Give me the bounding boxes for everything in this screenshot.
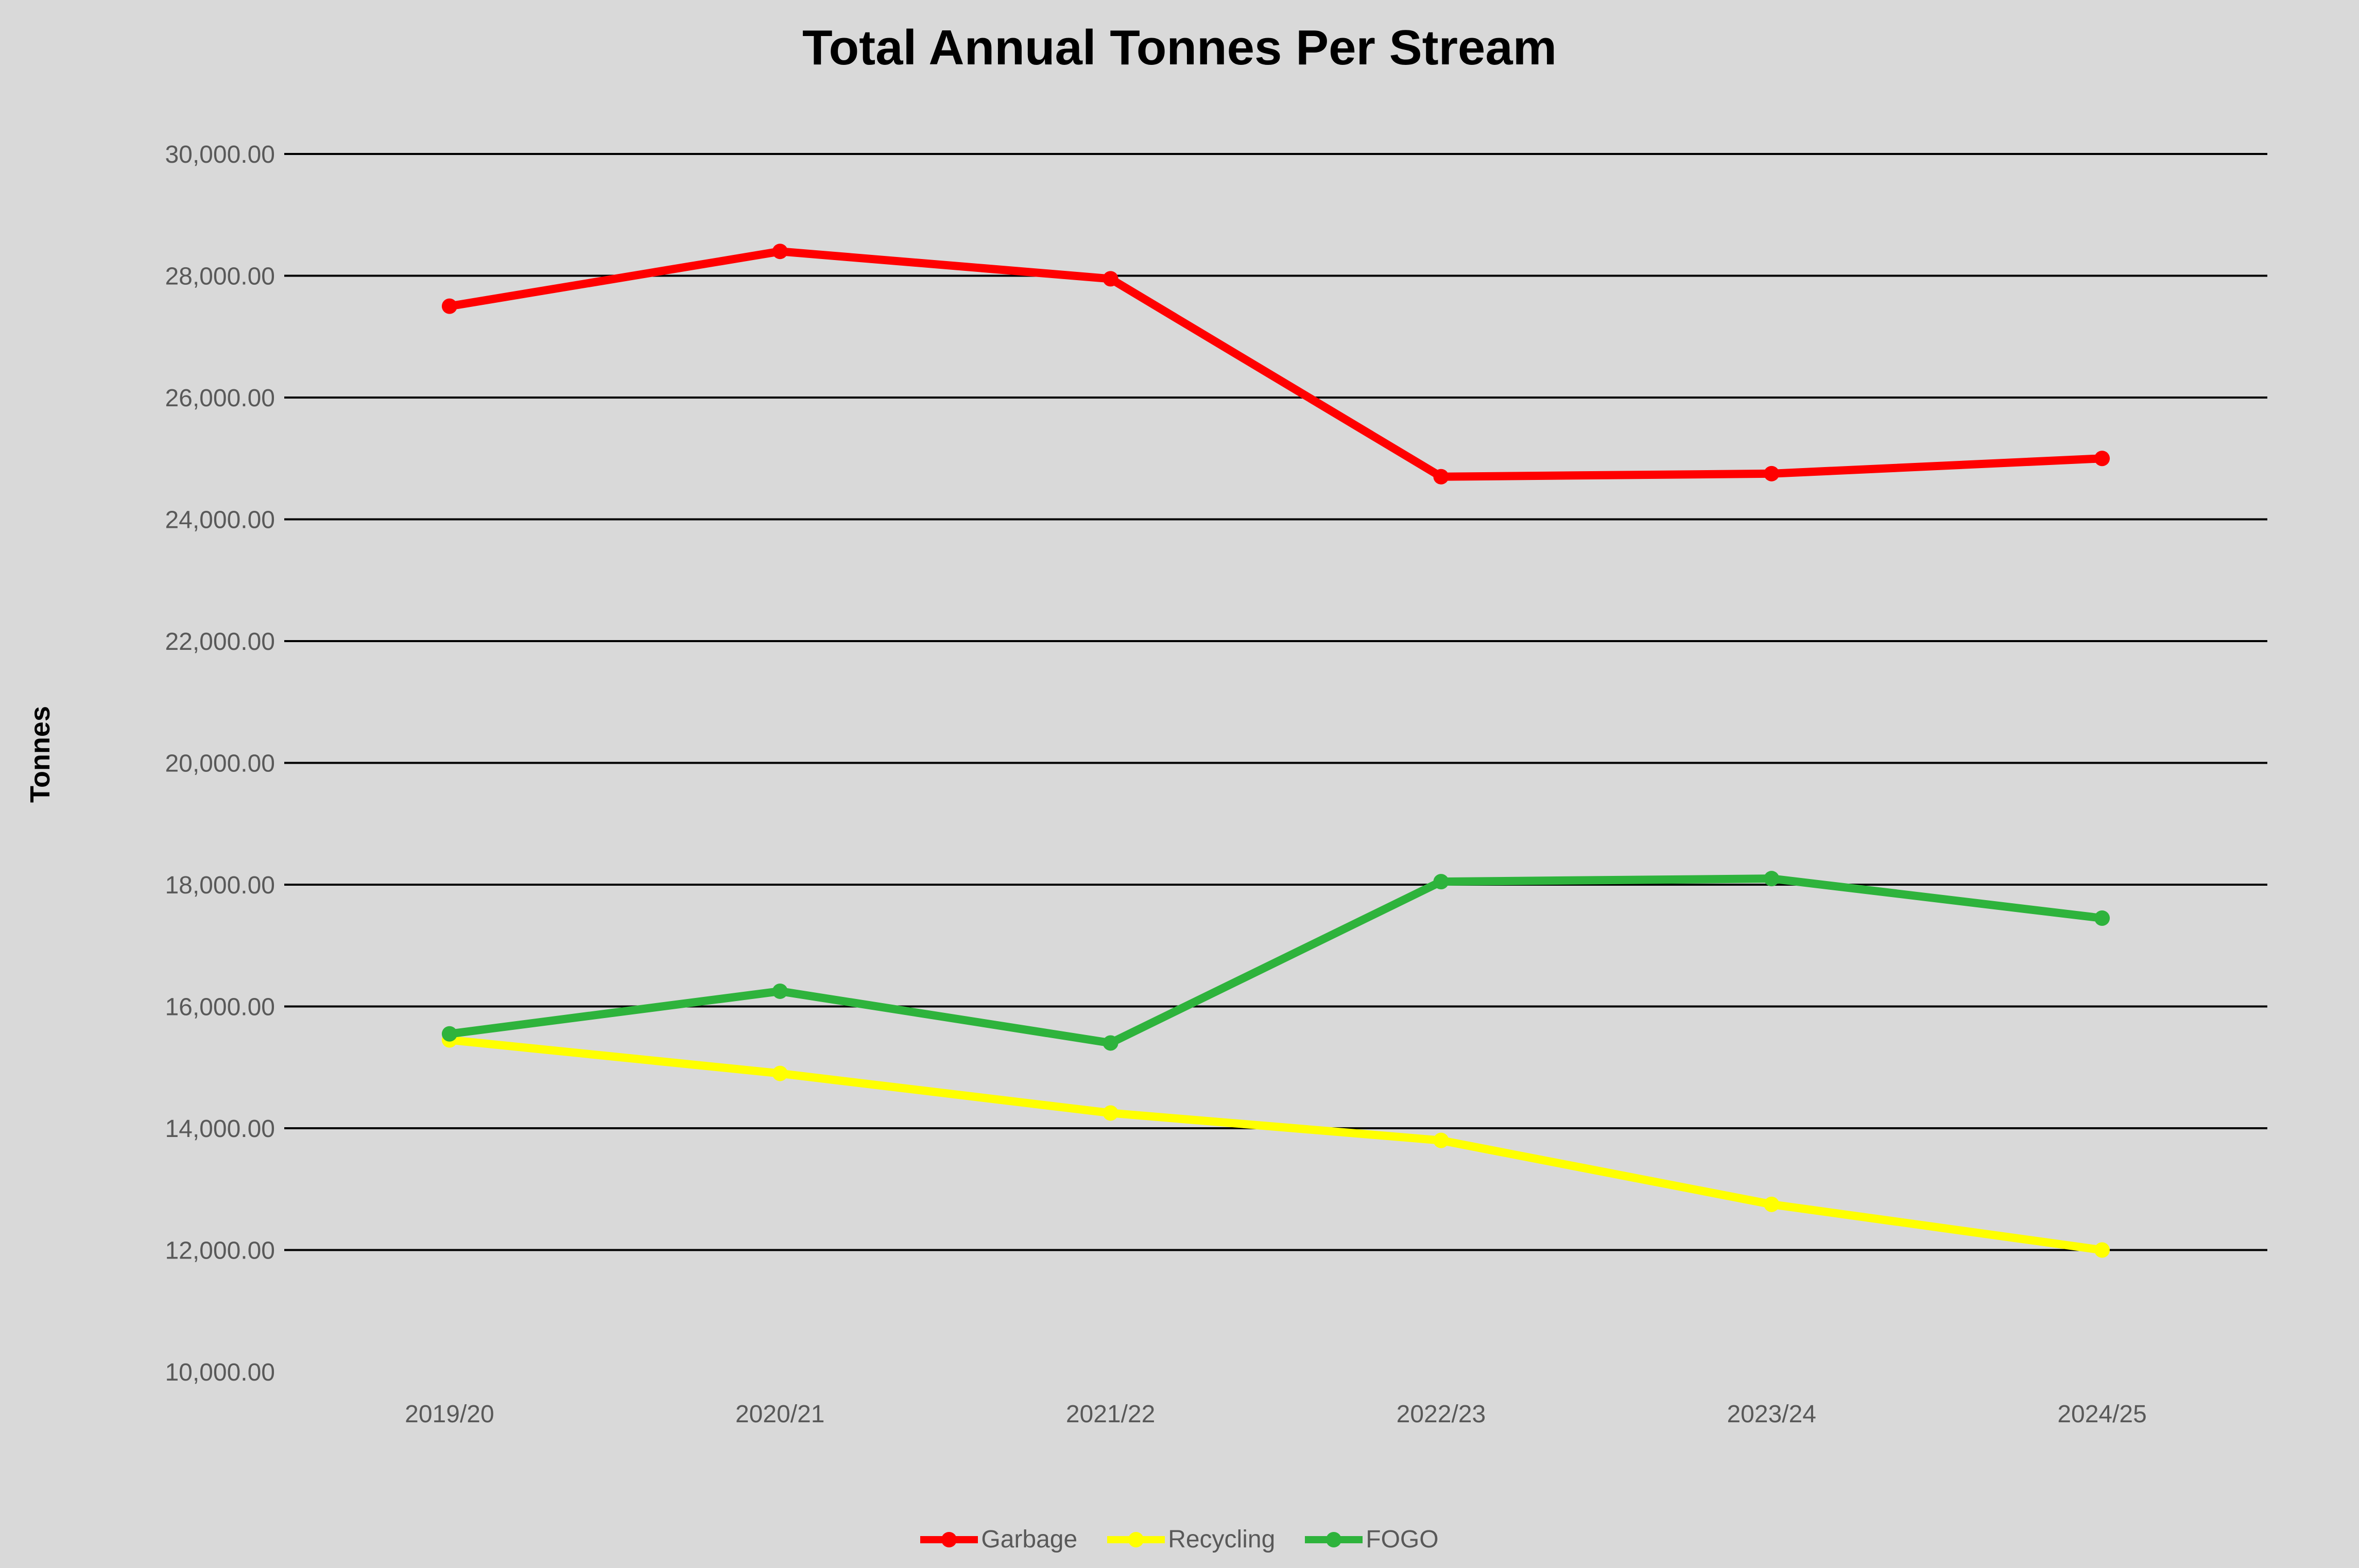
- data-point-fogo: [1103, 1035, 1118, 1051]
- legend-item-garbage: Garbage: [920, 1525, 1077, 1554]
- series-line-fogo: [445, 874, 2107, 1047]
- x-axis-category-label: 2020/21: [735, 1401, 825, 1428]
- y-axis-tick-label: 16,000.00: [165, 994, 275, 1021]
- y-axis-tick-label: 12,000.00: [165, 1237, 275, 1265]
- data-point-garbage: [441, 298, 457, 314]
- data-point-fogo: [441, 1026, 457, 1042]
- legend-key-icon: [920, 1531, 978, 1547]
- data-point-fogo: [2094, 910, 2110, 926]
- y-axis-tick-label: 14,000.00: [165, 1115, 275, 1143]
- y-axis-tick-label: 18,000.00: [165, 872, 275, 899]
- y-axis-tick-label: 30,000.00: [165, 141, 275, 168]
- y-axis-tick-label: 20,000.00: [165, 750, 275, 778]
- y-axis-tick-label: 22,000.00: [165, 628, 275, 656]
- y-axis-tick-label: 28,000.00: [165, 263, 275, 290]
- data-point-recycling: [772, 1065, 788, 1081]
- data-point-recycling: [2094, 1242, 2110, 1258]
- legend-label: FOGO: [1366, 1526, 1439, 1553]
- legend-label: Recycling: [1168, 1526, 1276, 1553]
- data-point-fogo: [1433, 874, 1449, 890]
- legend-key-icon: [1305, 1531, 1363, 1547]
- x-axis-category-label: 2023/24: [1727, 1401, 1816, 1428]
- data-point-garbage: [1103, 271, 1118, 287]
- data-point-garbage: [1433, 469, 1449, 485]
- data-point-recycling: [1764, 1196, 1780, 1212]
- data-point-fogo: [1764, 871, 1780, 887]
- y-axis-tick-label: 10,000.00: [165, 1359, 275, 1386]
- legend: Garbage Recycling FOGO: [0, 1525, 2359, 1554]
- data-point-garbage: [2094, 451, 2110, 467]
- chart-title: Total Annual Tonnes Per Stream: [802, 20, 1557, 75]
- data-point-recycling: [1103, 1105, 1118, 1121]
- data-point-recycling: [1433, 1132, 1449, 1148]
- x-axis-category-label: 2021/22: [1066, 1401, 1156, 1428]
- x-axis-category-label: 2022/23: [1397, 1401, 1486, 1428]
- legend-label: Garbage: [981, 1526, 1078, 1553]
- series-line-recycling: [445, 1036, 2107, 1254]
- y-axis-tick-label: 24,000.00: [165, 507, 275, 534]
- y-axis-tick-label: 26,000.00: [165, 385, 275, 412]
- data-point-garbage: [772, 244, 788, 260]
- data-point-fogo: [772, 983, 788, 999]
- legend-item-recycling: Recycling: [1107, 1525, 1275, 1554]
- x-axis-category-label: 2024/25: [2057, 1401, 2147, 1428]
- series-line-garbage: [445, 247, 2107, 481]
- x-axis-category-label: 2019/20: [405, 1401, 494, 1428]
- legend-item-fogo: FOGO: [1305, 1525, 1439, 1554]
- data-point-garbage: [1764, 466, 1780, 481]
- legend-key-icon: [1107, 1531, 1165, 1547]
